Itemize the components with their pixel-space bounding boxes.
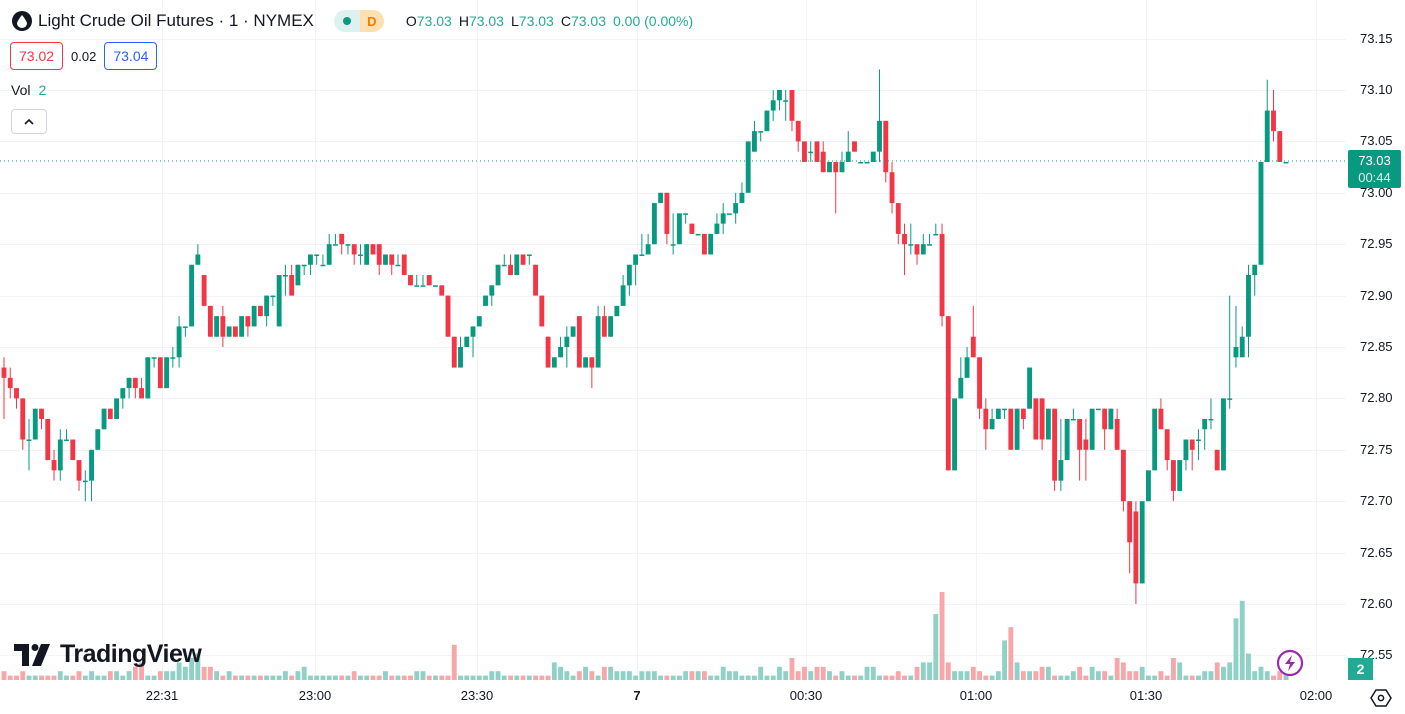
volume-label: Vol — [11, 82, 31, 98]
high-value: 73.03 — [468, 13, 504, 29]
quote-row: 73.02 0.02 73.04 — [10, 42, 158, 70]
tradingview-logo-icon — [14, 643, 50, 666]
sell-bid-button[interactable]: 73.02 — [10, 42, 64, 70]
bar-countdown: 00:44 — [1358, 170, 1391, 185]
price-tick-label: 72.70 — [1360, 493, 1393, 509]
chart-legend: Light Crude Oil Futures · 1 · NYMEX D O7… — [12, 8, 693, 34]
oil-drop-icon — [12, 11, 32, 31]
low-value: 73.03 — [518, 13, 554, 29]
price-tick-label: 73.00 — [1360, 184, 1393, 200]
time-tick-label: 23:00 — [298, 688, 332, 703]
volume-tag: 2 — [1348, 658, 1373, 680]
price-tick-label: 72.90 — [1360, 287, 1393, 303]
last-price-tag: 73.03 00:44 — [1348, 150, 1401, 188]
time-tick-label: 01:00 — [959, 688, 993, 703]
spread-value: 0.02 — [71, 48, 97, 64]
time-tick-label: 7 — [633, 688, 641, 703]
candlesticks — [1, 69, 1289, 604]
price-tick-label: 72.75 — [1360, 441, 1393, 457]
volume-bars — [1, 592, 1289, 680]
last-price-value: 73.03 — [1358, 153, 1391, 168]
price-tick-label: 73.15 — [1360, 30, 1393, 46]
time-tick-label: 00:30 — [789, 688, 823, 703]
open-value: 73.03 — [416, 13, 452, 29]
data-delay-badge: D — [359, 10, 384, 32]
price-tick-label: 72.80 — [1360, 390, 1393, 406]
grid-lines — [0, 0, 1346, 680]
change-value: 0.00 (0.00%) — [613, 13, 694, 29]
settings-hexagon-icon — [1370, 689, 1392, 707]
time-tick-label: 23:30 — [460, 688, 494, 703]
time-tick-label: 02:00 — [1299, 688, 1333, 703]
ohlc-values: O73.03 H73.03 L73.03 C73.03 0.00 (0.00%) — [405, 13, 694, 29]
time-tick-label: 01:30 — [1129, 688, 1163, 703]
volume-legend[interactable]: Vol 2 — [11, 82, 46, 98]
chevron-up-icon — [24, 118, 34, 125]
buy-ask-button[interactable]: 73.04 — [104, 42, 158, 70]
price-tick-label: 72.65 — [1360, 544, 1393, 560]
price-tick-label: 72.60 — [1360, 596, 1393, 611]
price-tick-label: 73.05 — [1360, 133, 1393, 149]
time-tick-label: 22:31 — [145, 688, 179, 703]
logo-text: TradingView — [60, 640, 202, 668]
collapse-legend-button[interactable] — [11, 109, 47, 134]
volume-value: 2 — [38, 82, 47, 98]
price-tick-label: 73.10 — [1360, 82, 1393, 97]
market-status-pill[interactable]: D — [333, 10, 384, 32]
price-tick-label: 72.95 — [1360, 236, 1393, 252]
close-value: 73.03 — [570, 13, 606, 29]
tradingview-logo[interactable]: TradingView — [14, 640, 202, 669]
market-open-dot-icon — [333, 10, 360, 32]
lightning-button[interactable] — [1276, 649, 1304, 677]
price-tick-label: 72.85 — [1360, 339, 1393, 354]
symbol-title[interactable]: Light Crude Oil Futures · 1 · NYMEX — [38, 11, 314, 30]
chart-settings-button[interactable] — [1370, 687, 1392, 709]
lightning-icon — [1276, 649, 1304, 677]
